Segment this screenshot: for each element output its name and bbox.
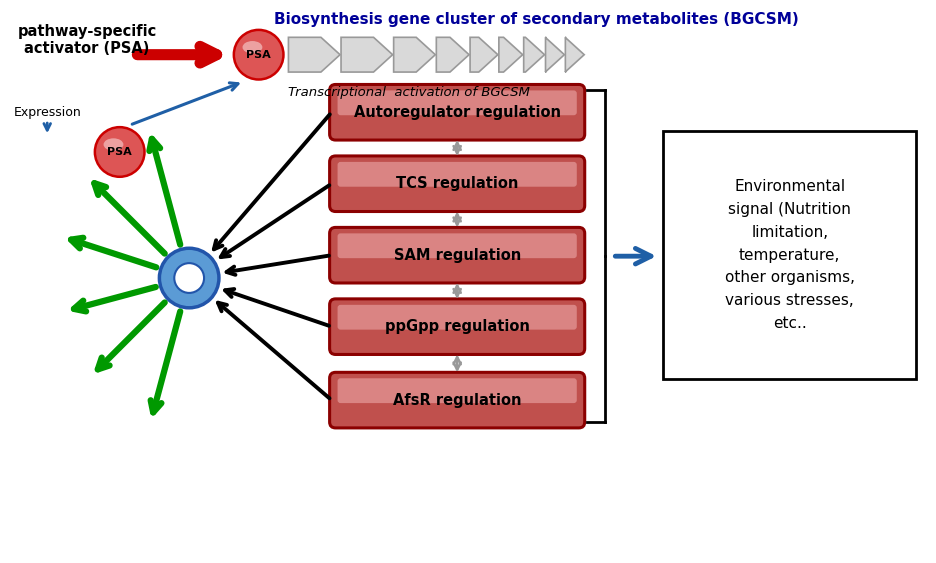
Text: SAM regulation: SAM regulation	[393, 248, 520, 263]
Ellipse shape	[104, 138, 124, 151]
Polygon shape	[498, 37, 522, 72]
Text: ppGpp regulation: ppGpp regulation	[385, 319, 529, 334]
FancyBboxPatch shape	[329, 84, 584, 140]
Ellipse shape	[242, 41, 262, 53]
FancyBboxPatch shape	[337, 162, 577, 187]
Polygon shape	[288, 37, 340, 72]
Polygon shape	[341, 37, 392, 72]
FancyBboxPatch shape	[337, 91, 577, 115]
Circle shape	[174, 263, 204, 293]
FancyBboxPatch shape	[329, 156, 584, 212]
FancyBboxPatch shape	[329, 299, 584, 355]
Text: Environmental
signal (Nutrition
limitation,
temperature,
other organisms,
variou: Environmental signal (Nutrition limitati…	[724, 179, 854, 331]
Text: Autoregulator regulation: Autoregulator regulation	[353, 105, 560, 120]
FancyBboxPatch shape	[337, 305, 577, 330]
Polygon shape	[393, 37, 435, 72]
Polygon shape	[436, 37, 469, 72]
Circle shape	[95, 127, 144, 177]
Text: Biosynthesis gene cluster of secondary metabolites (BGCSM): Biosynthesis gene cluster of secondary m…	[274, 12, 798, 28]
FancyBboxPatch shape	[663, 131, 915, 379]
FancyBboxPatch shape	[337, 378, 577, 403]
Text: PSA: PSA	[108, 147, 132, 157]
FancyBboxPatch shape	[329, 372, 584, 428]
Circle shape	[159, 248, 219, 308]
Circle shape	[234, 30, 284, 79]
Text: PSA: PSA	[246, 50, 271, 60]
Text: TCS regulation: TCS regulation	[396, 176, 518, 191]
FancyBboxPatch shape	[329, 227, 584, 283]
Text: AfsR regulation: AfsR regulation	[392, 392, 520, 408]
Polygon shape	[523, 37, 544, 72]
Text: Transcriptional  activation of BGCSM: Transcriptional activation of BGCSM	[288, 86, 530, 99]
Text: pathway-specific
activator (PSA): pathway-specific activator (PSA)	[17, 24, 156, 56]
Text: Expression: Expression	[13, 106, 81, 119]
FancyBboxPatch shape	[337, 233, 577, 258]
Polygon shape	[545, 37, 563, 72]
Polygon shape	[564, 37, 584, 72]
Polygon shape	[470, 37, 497, 72]
